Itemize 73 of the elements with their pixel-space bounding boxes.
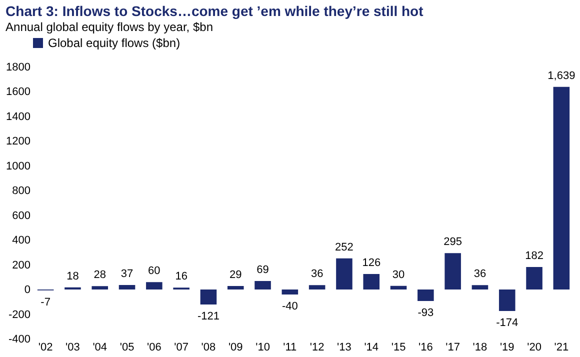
- y-tick-label: 1400: [6, 110, 30, 123]
- y-tick-label: -200: [8, 308, 30, 321]
- x-tick-label: '21: [554, 342, 569, 354]
- y-tick-label: 800: [12, 185, 30, 198]
- text: 30: [392, 268, 405, 281]
- bar: [472, 285, 488, 290]
- bar: [363, 274, 380, 290]
- bar: [390, 286, 407, 290]
- x-tick-label: '07: [174, 342, 188, 354]
- x-tick-label: '06: [147, 342, 162, 354]
- bar: [282, 290, 298, 294]
- bar: [553, 86, 570, 290]
- y-tick-label: 1600: [6, 86, 30, 98]
- y-tick-label: 0: [24, 284, 30, 296]
- y-tick-label: 400: [12, 234, 30, 247]
- chart-subtitle: Annual global equity flows by year, $bn: [6, 20, 213, 34]
- bar: [118, 284, 136, 290]
- bar: [526, 267, 542, 290]
- y-tick-label: -400: [8, 334, 30, 346]
- bar: [498, 290, 516, 312]
- bar: [146, 282, 162, 290]
- x-tick-label: '15: [391, 342, 406, 354]
- bar: [418, 290, 434, 302]
- text: -121: [197, 310, 220, 323]
- x-tick-label: '02: [38, 342, 53, 354]
- text: 1,639: [548, 70, 576, 82]
- x-tick-label: '10: [256, 342, 270, 354]
- bar: [227, 286, 244, 290]
- text: 28: [94, 269, 106, 282]
- bar: [254, 281, 271, 290]
- y-tick-label: 1000: [6, 160, 30, 172]
- text: 36: [474, 268, 486, 280]
- text: 252: [335, 241, 354, 254]
- legend-label: Global equity flows ($bn): [48, 36, 180, 50]
- x-tick-label: '05: [120, 342, 134, 354]
- text: -174: [496, 317, 518, 330]
- bar: [336, 258, 352, 290]
- bar: [200, 290, 217, 305]
- x-tick-label: '16: [418, 342, 433, 354]
- text: 16: [175, 270, 188, 283]
- y-tick-label: 1200: [6, 136, 30, 148]
- text: -7: [40, 296, 50, 308]
- text: 18: [66, 270, 79, 282]
- x-tick-label: '20: [527, 342, 542, 354]
- y-tick-label: 200: [12, 259, 30, 272]
- text: 182: [525, 250, 544, 262]
- text: 29: [230, 268, 242, 281]
- bar: [308, 285, 326, 290]
- y-tick-label: 600: [12, 210, 30, 222]
- y-tick-label: 1800: [6, 62, 30, 74]
- x-tick-label: '04: [92, 342, 108, 354]
- x-tick-label: '14: [364, 342, 379, 354]
- text: -93: [418, 307, 434, 320]
- x-tick-label: '13: [337, 342, 352, 354]
- x-tick-label: '19: [500, 342, 514, 354]
- text: -40: [282, 300, 298, 312]
- text: 295: [444, 236, 462, 248]
- x-tick-label: '03: [66, 342, 80, 354]
- text: 36: [310, 268, 324, 280]
- chart-title: Chart 3: Inflows to Stocks…come get ’em while they’re still hot: [6, 3, 424, 19]
- text: 126: [362, 256, 381, 269]
- text: 37: [120, 268, 134, 280]
- text: 60: [148, 265, 160, 278]
- x-tick-label: '09: [228, 342, 243, 354]
- x-tick-label: '12: [310, 342, 324, 354]
- bar: [444, 253, 461, 290]
- x-tick-label: '08: [201, 342, 216, 354]
- x-tick-label: '18: [472, 342, 488, 354]
- bar: [92, 286, 108, 290]
- bar: [64, 287, 81, 290]
- text: 69: [256, 264, 269, 276]
- x-tick-label: '17: [446, 342, 460, 354]
- x-tick-label: '11: [283, 342, 297, 354]
